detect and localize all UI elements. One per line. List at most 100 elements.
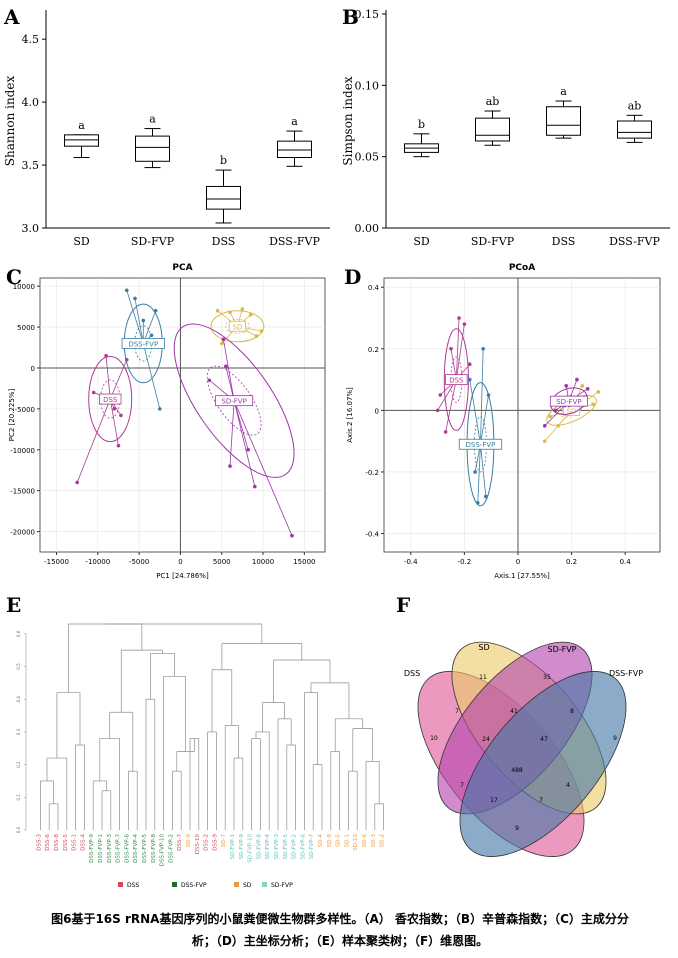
significance-letter: a xyxy=(291,115,298,128)
point-dss-fvp xyxy=(124,288,129,293)
x-tick-label: 5000 xyxy=(213,558,231,566)
point-dss-fvp xyxy=(157,407,162,411)
leaf-label: DSS-1 xyxy=(72,834,78,851)
leaf-label: DSS-3 xyxy=(36,834,42,851)
spoke-dss xyxy=(109,398,119,446)
venn-region-count: 9 xyxy=(613,735,617,742)
x-tick-label: SD xyxy=(73,235,90,248)
point-sd-fvp xyxy=(553,408,558,413)
venn-set-label-sd: SD xyxy=(478,643,489,652)
box-sd-fvp xyxy=(135,135,170,162)
leaf-label: SD-2 xyxy=(380,834,386,847)
pcoa-scatter: D PCoA -0.4 -0.2 0 0.2 0.4 -0.4 -0.2 0 0.2 0.4 Axis.… xyxy=(344,263,661,580)
leaf-label: DSS-FVP-9 xyxy=(89,834,95,863)
leaf-label: SD-FVP-3 xyxy=(274,834,280,860)
venn-region-count: 41 xyxy=(510,708,518,715)
plot-title: PCoA xyxy=(509,263,535,273)
significance-letter: ab xyxy=(486,95,500,108)
venn-diagram: F DSS SD SD-FVP DSS-FVP 10 11 35 9 7 41 8 24 47 7 4 488 1… xyxy=(396,593,643,857)
point-dss xyxy=(104,353,108,358)
point-sd-fvp xyxy=(290,533,294,538)
point-sd xyxy=(254,334,259,338)
spoke-sd-fvp xyxy=(229,400,235,467)
spoke-sd-fvp xyxy=(233,400,256,487)
y-tick-label: 0.2 xyxy=(368,346,379,354)
caption-line-1: 图6基于16S rRNA基因序列的小鼠粪便微生物群多样性。（A） 香农指数；（B… xyxy=(51,912,629,926)
point-sd-fvp xyxy=(207,378,212,383)
point-dss-fvp xyxy=(475,500,480,505)
panel-d: D PCoA -0.4 -0.2 0 0.2 0.4 -0.4 -0.2 0 0.2 0.4 Axis.… xyxy=(338,262,678,592)
point-dss-fvp xyxy=(467,377,472,382)
spoke-dss-fvp xyxy=(480,444,487,497)
venn-region-count: 7 xyxy=(539,797,543,804)
centroid-label-box-dss-fvp xyxy=(458,438,503,450)
centroid-label-box-dss-fvp xyxy=(121,338,165,349)
point-sd-fvp xyxy=(564,383,569,388)
point-sd xyxy=(556,423,560,428)
y-tick-label: 0 xyxy=(375,407,379,415)
point-dss xyxy=(91,390,96,395)
venn-region-count: 24 xyxy=(482,736,490,743)
leaf-label: SD-FVP-1 xyxy=(230,834,236,859)
box-dss xyxy=(206,185,241,210)
centroid-label-sd-fvp: SD-FVP xyxy=(221,398,246,406)
x-tick-label: DSS xyxy=(552,235,576,248)
significance-letter: a xyxy=(149,113,156,126)
spoke-dss xyxy=(109,359,128,400)
leaf-label: SD-10 xyxy=(353,834,359,851)
x-tick-label: -0.4 xyxy=(404,558,418,566)
leaf-label: DSS-FVP-1 xyxy=(98,834,104,863)
legend-swatch-dss-fvp xyxy=(172,882,177,887)
x-tick-label: 0 xyxy=(178,558,182,566)
y-tick-label: 4.5 xyxy=(22,33,40,46)
simpson-boxplot: B 0.00 0.05 0.10 0.15 Simpson index SD b SD-FVP a… xyxy=(341,5,670,248)
spoke-dss-fvp xyxy=(480,394,489,445)
plot-title: PCA xyxy=(172,263,192,273)
legend-label-sd-fvp: SD-FVP xyxy=(271,882,293,889)
leaf-label: SD-3 xyxy=(371,834,377,848)
y-tick-label: 4.0 xyxy=(22,96,40,109)
leaf-label: SD-6 xyxy=(362,834,368,848)
legend-swatch-dss xyxy=(118,882,123,887)
caption-line-2: 析；（D）主坐标分析；（E）样本聚类树；（F）维恩图。 xyxy=(191,934,489,948)
y-tick-label: 0.0 xyxy=(16,826,21,833)
venn-region-count: 8 xyxy=(570,708,574,715)
point-sd xyxy=(591,402,595,407)
panel-b: B 0.00 0.05 0.10 0.15 Simpson index SD b SD-FVP a… xyxy=(338,0,678,260)
point-dss-fvp xyxy=(149,333,154,338)
panel-f: F DSS SD SD-FVP DSS-FVP 10 11 35 9 7 41 8 24 47 7 4 488 1… xyxy=(386,592,678,904)
panel-letter: F xyxy=(396,593,410,617)
spoke-dss xyxy=(455,318,460,380)
leaf-label: DSS-FVP-8 xyxy=(151,834,157,863)
point-sd-fvp xyxy=(252,484,257,489)
significance-letter: b xyxy=(418,118,425,131)
spoke-sd-fvp xyxy=(222,339,235,401)
point-sd xyxy=(542,439,547,443)
spoke-dss xyxy=(445,379,457,433)
y-tick-label: 0.1 xyxy=(16,794,21,801)
legend-label-dss-fvp: DSS-FVP xyxy=(181,882,207,889)
leaf-label: SD-FVP-8 xyxy=(256,834,262,860)
y-tick-label: 0.15 xyxy=(355,8,380,21)
point-dss xyxy=(467,362,472,367)
x-axis-label: PC1 [24.786%] xyxy=(156,572,209,580)
leaf-label: DSS-6 xyxy=(45,834,51,851)
y-tick-label: 3.5 xyxy=(22,159,40,172)
venn-region-count: 47 xyxy=(540,736,548,743)
point-sd xyxy=(248,313,253,317)
spoke-sd-fvp xyxy=(233,400,293,536)
leaf-label: SD-1 xyxy=(344,834,350,847)
point-dss-fvp xyxy=(473,470,477,474)
point-sd xyxy=(228,310,232,315)
y-tick-label: 0.5 xyxy=(16,663,21,670)
y-tick-label: -0.4 xyxy=(365,531,379,539)
y-tick-label: -20000 xyxy=(10,529,35,537)
y-tick-label: 5000 xyxy=(17,324,35,332)
leaf-label: DSS-FVP-6 xyxy=(124,834,130,863)
leaf-label: DSS-8 xyxy=(54,834,60,851)
point-sd xyxy=(215,308,220,313)
box-dss-fvp xyxy=(277,140,312,159)
centroid-label-box-sd-fvp xyxy=(215,395,254,407)
x-axis-label: Axis.1 [27.55%] xyxy=(494,572,550,580)
legend-swatch-sd xyxy=(234,882,239,887)
